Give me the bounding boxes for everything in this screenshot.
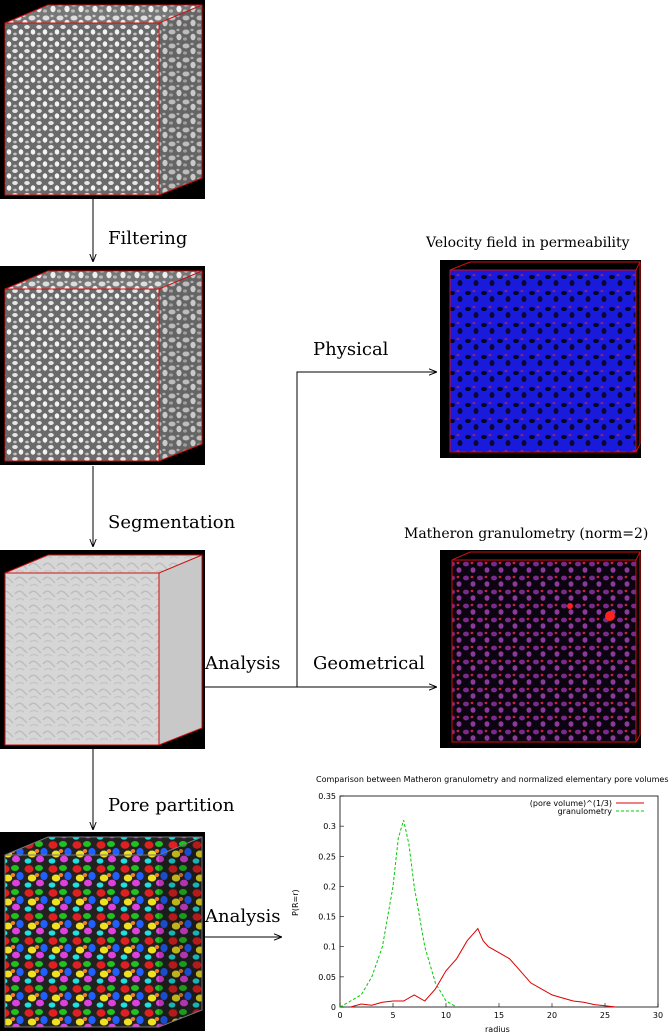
label-segmentation: Segmentation (108, 512, 236, 533)
y-axis-label: P(R=r) (291, 889, 300, 916)
label-physical: Physical (313, 339, 389, 360)
x-tick-label: 25 (600, 1011, 610, 1020)
x-axis-label: radius (485, 1025, 510, 1034)
y-tick-label: 0.1 (323, 943, 336, 952)
label-analysis-top: Analysis (205, 653, 281, 674)
label-analysis-bottom: Analysis (205, 906, 281, 927)
y-tick-label: 0 (331, 1003, 336, 1012)
x-tick-label: 20 (547, 1011, 557, 1020)
series-line-pore-volume (350, 927, 616, 1008)
legend-label: granulometry (558, 807, 613, 816)
y-tick-label: 0.35 (318, 792, 336, 801)
title-velocity: Velocity field in permeability (426, 235, 630, 251)
series-line-granulometry (339, 819, 457, 1008)
label-filtering: Filtering (108, 228, 188, 249)
y-tick-label: 0.15 (318, 913, 336, 922)
plot-area (339, 795, 659, 1008)
chart-title: Comparison between Matheron granulometry… (316, 775, 668, 784)
x-tick-label: 15 (494, 1011, 504, 1020)
y-tick-label: 0.2 (323, 882, 336, 891)
x-tick-label: 30 (653, 1011, 663, 1020)
y-tick-label: 0.05 (318, 973, 336, 982)
label-geometrical: Geometrical (313, 653, 425, 674)
title-matheron: Matheron granulometry (norm=2) (404, 526, 649, 542)
label-pore-partition: Pore partition (108, 795, 235, 816)
legend-label: (pore volume)^(1/3) (530, 799, 612, 808)
x-tick-label: 0 (337, 1011, 342, 1020)
y-tick-label: 0.3 (323, 822, 336, 831)
x-tick-label: 10 (441, 1011, 451, 1020)
x-tick-label: 5 (390, 1011, 395, 1020)
y-tick-label: 0.25 (318, 852, 336, 861)
arrow-analysis-physical (296, 372, 437, 687)
